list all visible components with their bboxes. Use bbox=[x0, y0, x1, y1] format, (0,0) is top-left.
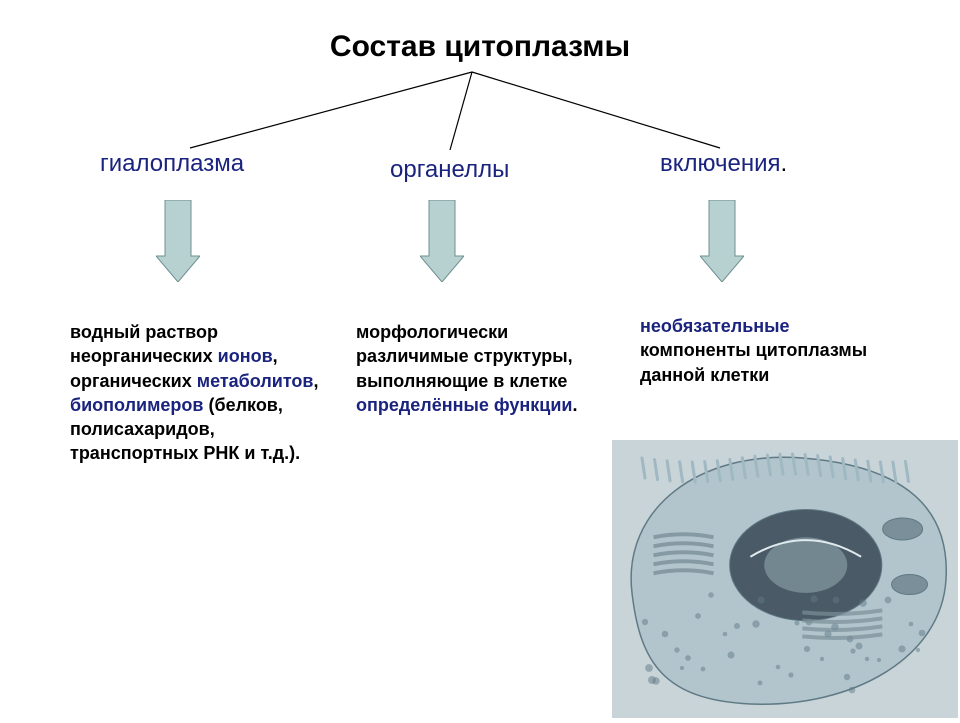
highlight-text: биополимеров bbox=[70, 395, 203, 415]
arrow-left bbox=[156, 200, 200, 287]
branch-middle-label: органеллы bbox=[390, 156, 509, 184]
desc-left: водный раствор неорганических ионов, орг… bbox=[70, 320, 330, 466]
arrow-middle bbox=[420, 200, 464, 287]
arrow-right-svg bbox=[700, 200, 744, 282]
desc-right: необязательные компоненты цитоплазмы дан… bbox=[640, 314, 900, 387]
branch-right-dot: . bbox=[781, 150, 788, 177]
arrow-middle-svg bbox=[420, 200, 464, 282]
cell-svg bbox=[612, 440, 958, 718]
highlight-text: необязательные bbox=[640, 316, 790, 336]
branch-left-label: гиалоплазма bbox=[100, 150, 244, 178]
branch-middle-text: органеллы bbox=[390, 156, 509, 183]
branch-left-text: гиалоплазма bbox=[100, 150, 244, 177]
highlight-text: ионов bbox=[218, 346, 273, 366]
branch-right-text: включения bbox=[660, 150, 781, 177]
desc-middle: морфологически различимые структуры, вып… bbox=[356, 320, 606, 417]
arrow-right bbox=[700, 200, 744, 287]
highlight-text: метаболитов bbox=[197, 371, 314, 391]
arrow-left-svg bbox=[156, 200, 200, 282]
branch-right-label: включения. bbox=[660, 150, 787, 178]
cell-illustration bbox=[612, 440, 958, 718]
highlight-text: определённые функции bbox=[356, 395, 572, 415]
